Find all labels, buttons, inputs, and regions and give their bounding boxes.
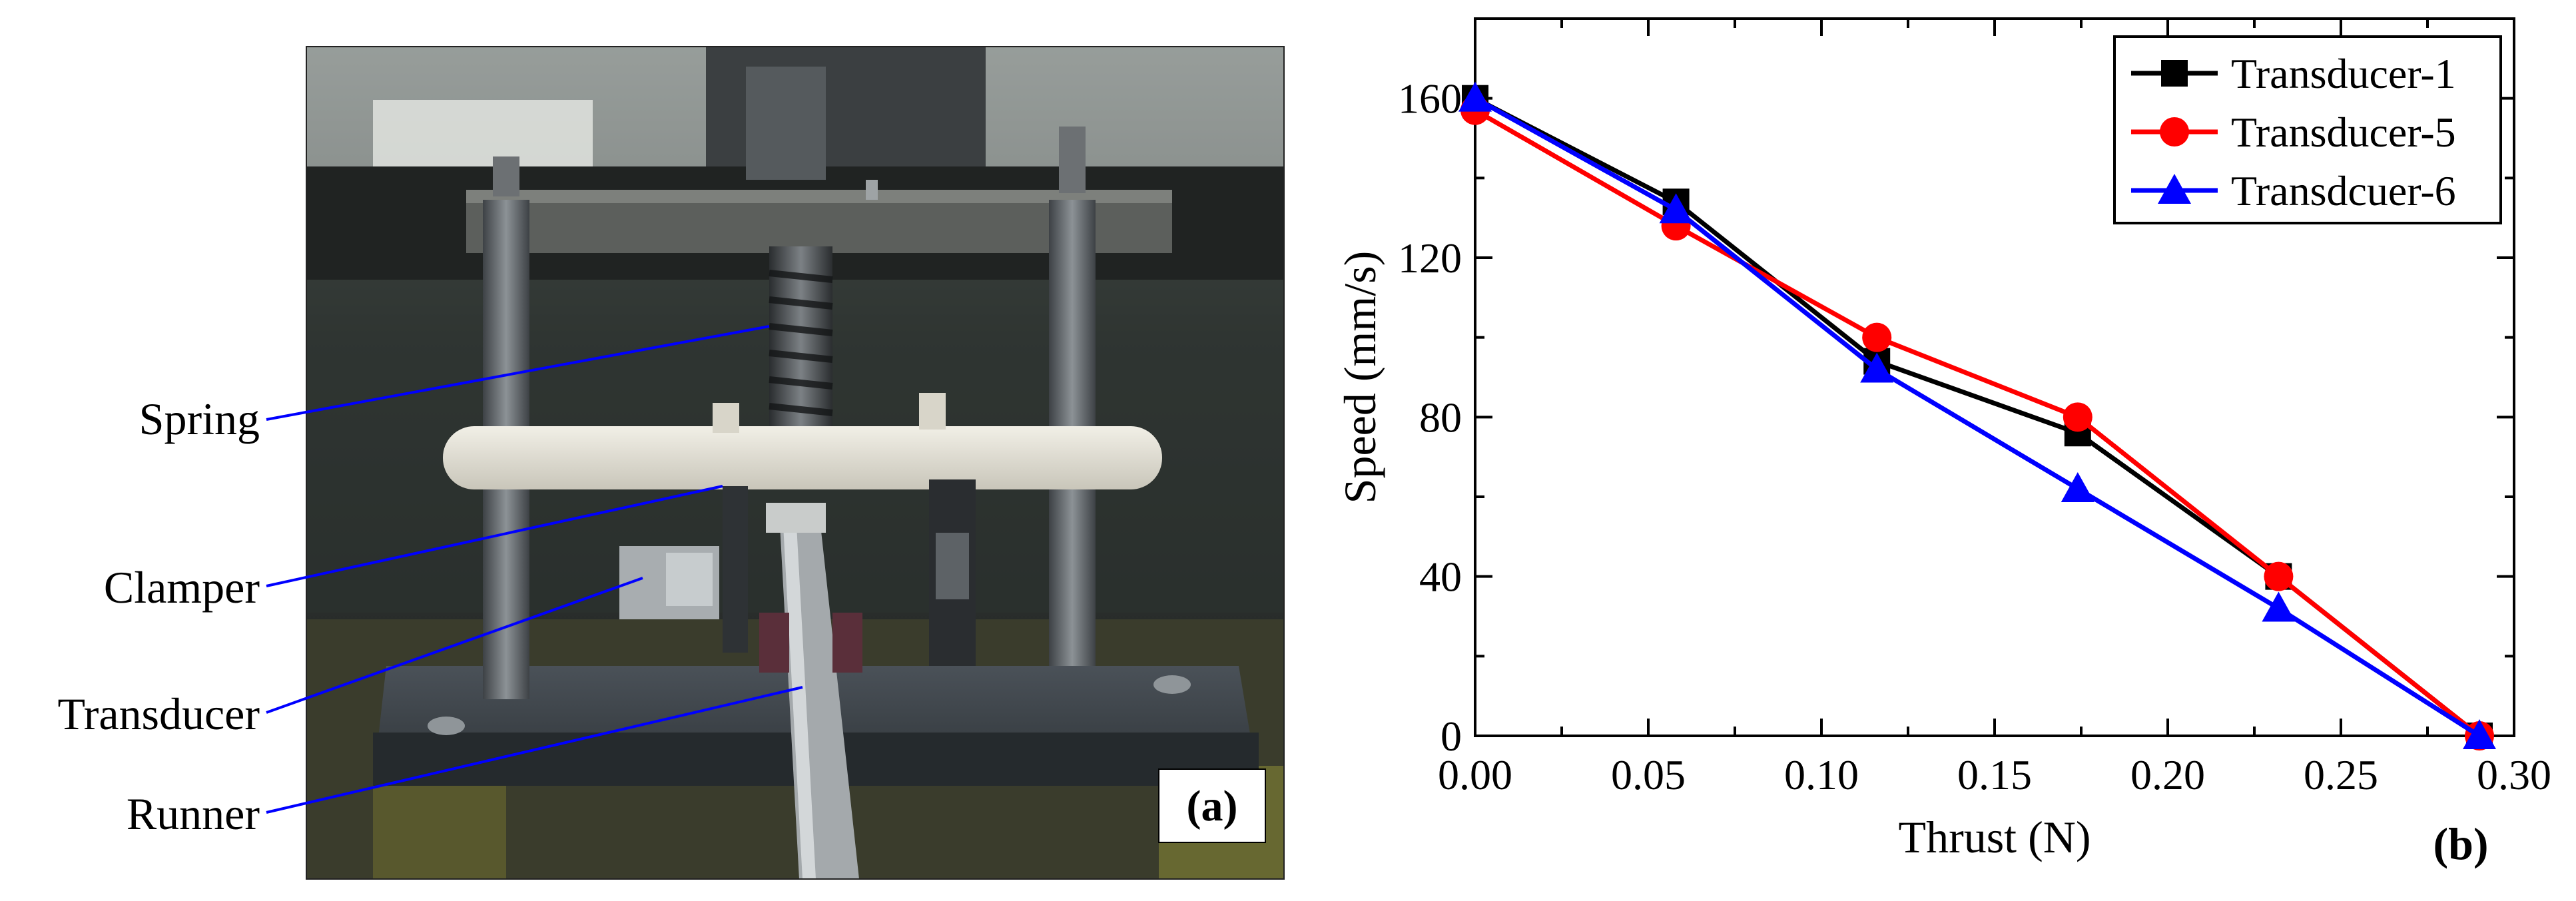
- y-tick-label: 160: [1398, 75, 1462, 123]
- data-point-transdcuer-6: [1458, 81, 1492, 112]
- legend-marker-transducer-5: [2160, 117, 2189, 147]
- clamper-callout-line: [266, 485, 723, 587]
- y-tick-label: 80: [1419, 394, 1462, 441]
- series-line-transducer-5: [1474, 108, 2481, 738]
- data-point-transdcuer-6: [1659, 193, 1693, 224]
- legend-marker-transdcuer-6: [2158, 174, 2191, 204]
- data-point-transducer-5: [1862, 322, 1892, 352]
- data-point-transdcuer-6: [2262, 591, 2296, 622]
- data-point-transdcuer-6: [1860, 352, 1894, 383]
- data-point-transdcuer-6: [2061, 472, 2094, 503]
- rig-photo-illustration: Spring Clamper Transducer Runner (a): [58, 46, 1285, 880]
- runner-callout-line: [266, 686, 803, 814]
- spring-label: Spring: [139, 394, 260, 444]
- y-tick-label: 120: [1398, 234, 1462, 282]
- y-axis-label: Speed (mm/s): [1335, 251, 1385, 504]
- x-tick-label: 0.30: [2477, 751, 2551, 798]
- x-tick-label: 0.25: [2304, 751, 2378, 798]
- panel-b-label: (b): [2433, 818, 2488, 869]
- spring-callout-line: [266, 325, 770, 421]
- transducer-callout-line: [266, 577, 643, 714]
- photo-image: [306, 47, 1284, 879]
- legend-label-transducer-1: Transducer-1: [2231, 50, 2456, 97]
- panel-a-label: (a): [1187, 782, 1238, 830]
- y-tick-label: 40: [1419, 553, 1462, 601]
- runner-label: Runner: [127, 788, 260, 839]
- data-point-transducer-5: [2264, 561, 2294, 591]
- x-tick-label: 0.05: [1611, 751, 1686, 798]
- data-point-transducer-5: [2063, 402, 2093, 432]
- legend-label-transducer-5: Transducer-5: [2231, 109, 2456, 156]
- legend-label-transdcuer-6: Transdcuer-6: [2231, 167, 2456, 214]
- panel-a-label-box: [1158, 768, 1266, 843]
- x-tick-label: 0.15: [1957, 751, 2032, 798]
- x-tick-label: 0.10: [1784, 751, 1859, 798]
- x-tick-label: 0.20: [2130, 751, 2205, 798]
- x-tick-label: 0.00: [1438, 751, 1512, 798]
- y-tick-label: 0: [1441, 713, 1462, 760]
- clamper-label: Clamper: [104, 562, 260, 613]
- photo-panel: Spring Clamper Transducer Runner (a): [58, 46, 1285, 880]
- chart-panel: 0.00 0.05 0.10 0.15 0.20 0.25 0.30 0 40 80 120 160 T…: [1315, 0, 2576, 898]
- series-line-transdcuer-6: [1474, 96, 2481, 738]
- x-axis-label: Thrust (N): [1899, 812, 2091, 862]
- legend-marker-transducer-1: [2161, 60, 2188, 87]
- speed-thrust-chart: 0.00 0.05 0.10 0.15 0.20 0.25 0.30 0 40 80 120 160 T…: [1335, 17, 2551, 869]
- data-point-transdcuer-6: [2463, 719, 2496, 749]
- transducer-label: Transducer: [58, 689, 260, 739]
